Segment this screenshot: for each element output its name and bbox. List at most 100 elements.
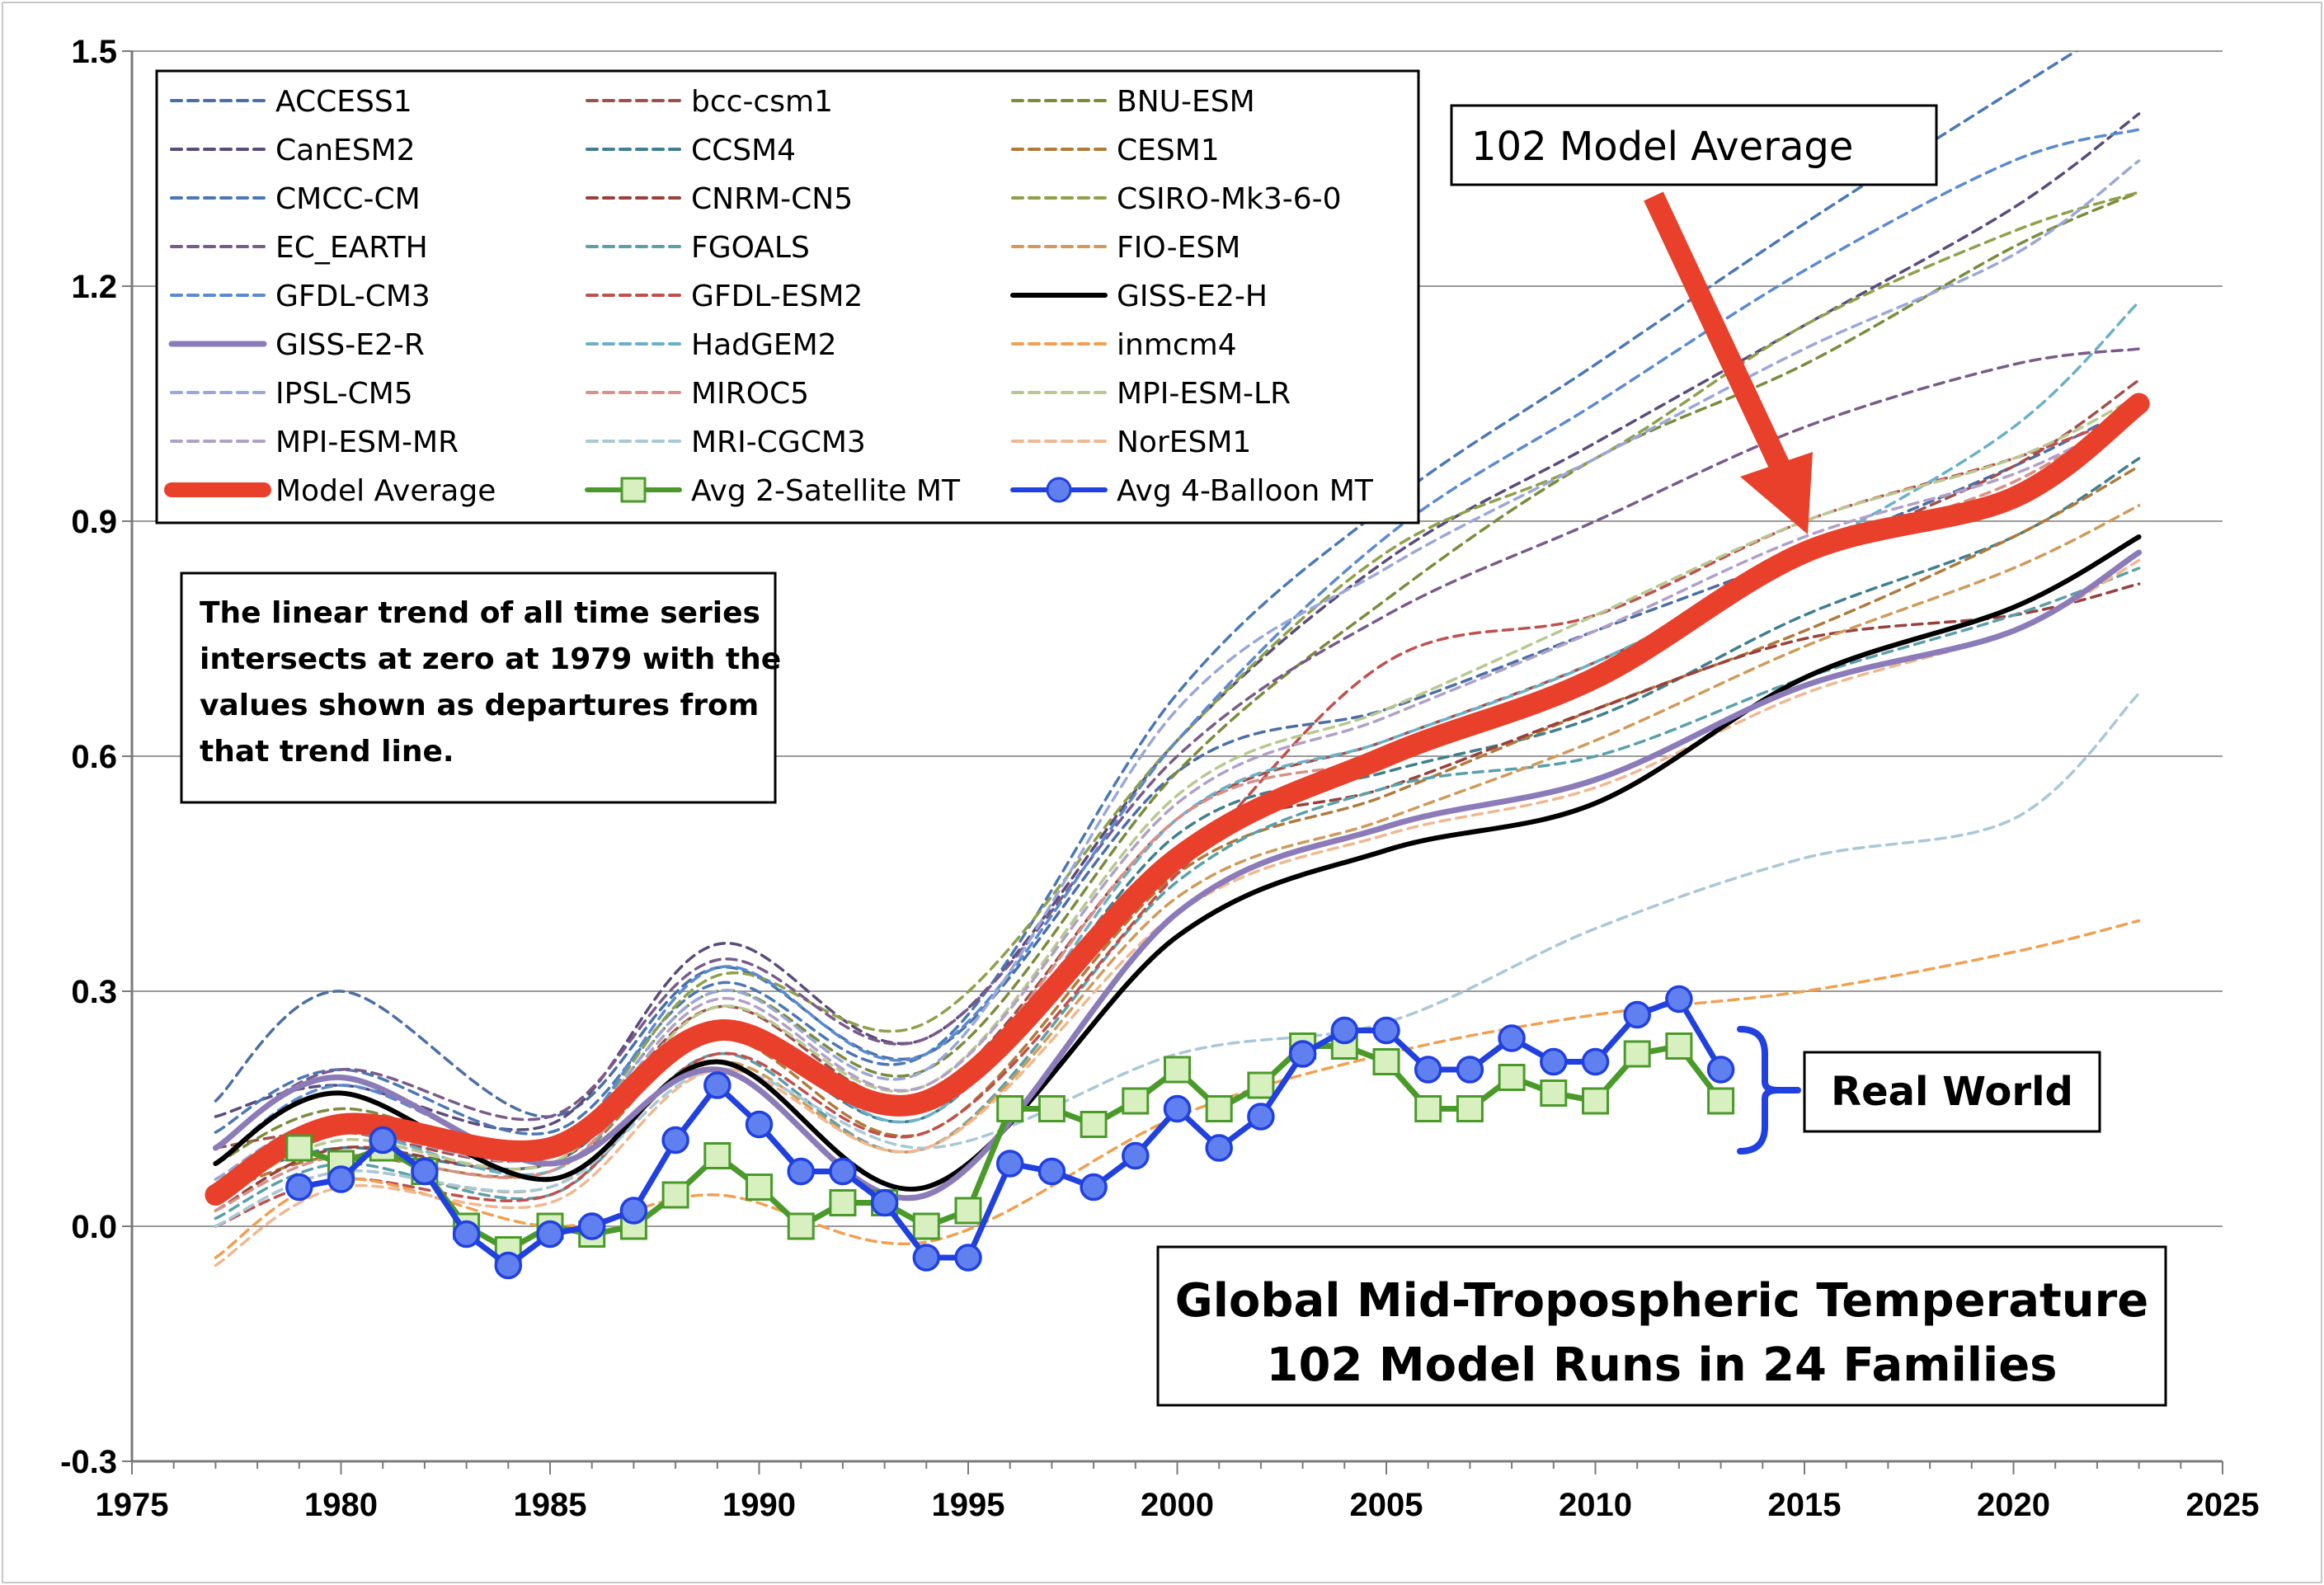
legend-label-giss-e2-r: GISS-E2-R (275, 328, 425, 362)
legend-label-bnu-esm: BNU-ESM (1117, 85, 1255, 119)
legend-label-gfdl-esm2: GFDL-ESM2 (691, 280, 863, 313)
legend-label-avg-2-satellite-mt: Avg 2-Satellite MT (691, 474, 961, 508)
series-layer (205, 51, 2150, 1268)
real-world-box (1803, 1051, 2101, 1133)
note-box (180, 571, 777, 804)
y-tick-label: 0.9 (71, 504, 117, 540)
legend-label-cesm1: CESM1 (1117, 134, 1220, 167)
note-text-line: that trend line. (200, 735, 454, 769)
series-line-ec-earth (214, 347, 2141, 1150)
data-point-avg-4-balloon-mt (1205, 1134, 1233, 1162)
legend-label-noresm1: NorESM1 (1117, 426, 1251, 459)
data-point-avg-2-satellite-mt (1414, 1095, 1442, 1122)
data-point-avg-4-balloon-mt (703, 1071, 732, 1099)
data-point-avg-4-balloon-mt (1122, 1141, 1150, 1170)
data-point-avg-4-balloon-mt (1540, 1047, 1568, 1076)
legend: ACCESS1 bcc-csm1 BNU-ESM CanESM2 CCSM4 CESM1 C… (155, 69, 1420, 524)
data-point-avg-2-satellite-mt (1665, 1032, 1693, 1060)
legend-label-model-average: Model Average (275, 474, 496, 508)
legend-box (155, 69, 1420, 524)
data-point-avg-4-balloon-mt (1581, 1047, 1610, 1076)
data-point-avg-4-balloon-mt (912, 1244, 941, 1272)
legend-marker-avg-2-satellite-mt (620, 477, 647, 503)
legend-label-ec-earth: EC_EARTH (275, 231, 428, 265)
chart-title: Global Mid-Tropospheric Temperature (1175, 1274, 2148, 1328)
legend-label-ccsm4: CCSM4 (691, 134, 796, 167)
data-point-avg-4-balloon-mt (285, 1173, 313, 1202)
legend-label-bcc-csm1: bcc-csm1 (691, 85, 833, 119)
legend-label-miroc5: MIROC5 (691, 377, 809, 411)
x-tick-label: 1980 (304, 1487, 378, 1523)
red-arrow-shaft (1644, 191, 1795, 483)
data-point-avg-4-balloon-mt (327, 1165, 355, 1193)
data-point-avg-4-balloon-mt (1414, 1056, 1442, 1084)
data-point-avg-2-satellite-mt (1456, 1095, 1484, 1122)
legend-label-inmcm4: inmcm4 (1117, 328, 1237, 362)
data-point-avg-2-satellite-mt (1247, 1071, 1275, 1099)
chart-subtitle: 102 Model Runs in 24 Families (1266, 1338, 2057, 1392)
annotations: The linear trend of all time series inter… (180, 104, 2167, 1407)
series-line-inmcm4 (214, 919, 2141, 1259)
note-text-line: intersects at zero at 1979 with the (200, 642, 781, 676)
x-tick-label: 2010 (1559, 1487, 1632, 1523)
data-point-avg-2-satellite-mt (954, 1197, 982, 1225)
y-tick-label: 0.6 (71, 739, 117, 775)
data-point-avg-4-balloon-mt (1372, 1016, 1400, 1045)
data-point-avg-2-satellite-mt (746, 1173, 773, 1201)
legend-label-canesm2: CanESM2 (275, 134, 416, 167)
data-point-avg-2-satellite-mt (1372, 1048, 1400, 1075)
x-tick-label: 2015 (1768, 1487, 1842, 1523)
data-point-avg-2-satellite-mt (1498, 1064, 1526, 1091)
real-world-bracket (1737, 1026, 1779, 1155)
legend-label-cmcc-cm: CMCC-CM (275, 182, 421, 216)
data-point-avg-4-balloon-mt (995, 1150, 1024, 1178)
legend-label-access1: ACCESS1 (275, 85, 412, 119)
data-point-avg-4-balloon-mt (1706, 1056, 1735, 1084)
legend-label-avg-4-balloon-mt: Avg 4-Balloon MT (1117, 474, 1374, 508)
data-point-avg-4-balloon-mt (1623, 1000, 1651, 1029)
data-point-avg-2-satellite-mt (1080, 1111, 1108, 1138)
red-arrow-head (1740, 452, 1813, 534)
data-point-avg-4-balloon-mt (787, 1157, 815, 1186)
data-point-avg-2-satellite-mt (996, 1095, 1024, 1122)
series-line-noresm1 (214, 558, 2141, 1268)
data-point-avg-2-satellite-mt (1122, 1087, 1150, 1115)
model-average-box (1450, 104, 1938, 186)
x-tick-label: 2000 (1141, 1487, 1214, 1523)
data-point-avg-2-satellite-mt (1540, 1079, 1568, 1107)
data-point-avg-4-balloon-mt (1037, 1157, 1066, 1186)
data-point-avg-4-balloon-mt (954, 1244, 982, 1272)
data-point-avg-2-satellite-mt (787, 1212, 815, 1240)
legend-label-cnrm-cn5: CNRM-CN5 (691, 182, 853, 216)
data-point-avg-4-balloon-mt (619, 1197, 648, 1225)
legend-label-mri-cgcm3: MRI-CGCM3 (691, 426, 866, 459)
data-point-avg-4-balloon-mt (452, 1220, 481, 1249)
legend-label-ipsl-cm5: IPSL-CM5 (275, 377, 413, 411)
data-point-avg-4-balloon-mt (745, 1110, 774, 1139)
x-tick-label: 1995 (932, 1487, 1005, 1523)
data-point-avg-2-satellite-mt (1205, 1095, 1233, 1122)
model-average-label: 102 Model Average (1471, 124, 1853, 170)
data-point-avg-2-satellite-mt (1707, 1087, 1735, 1115)
data-point-avg-2-satellite-mt (703, 1142, 732, 1169)
data-point-avg-4-balloon-mt (1163, 1094, 1192, 1123)
data-point-avg-4-balloon-mt (1288, 1040, 1317, 1068)
data-point-avg-2-satellite-mt (912, 1212, 940, 1240)
data-point-avg-2-satellite-mt (285, 1134, 313, 1162)
data-point-avg-4-balloon-mt (369, 1126, 397, 1155)
real-world-label: Real World (1831, 1069, 2073, 1115)
y-tick-label: 0.3 (71, 974, 117, 1010)
series-line-mri-cgcm3 (214, 692, 2141, 1228)
note-text-line: values shown as departures from (200, 689, 759, 722)
data-point-avg-4-balloon-mt (870, 1188, 899, 1217)
legend-label-hadgem2: HadGEM2 (691, 328, 837, 362)
data-point-avg-4-balloon-mt (661, 1126, 689, 1155)
data-point-avg-2-satellite-mt (661, 1181, 689, 1209)
data-point-avg-4-balloon-mt (494, 1251, 523, 1280)
data-point-avg-4-balloon-mt (1456, 1056, 1484, 1084)
legend-label-csiro-mk3-6-0: CSIRO-Mk3-6-0 (1117, 182, 1342, 216)
data-point-avg-4-balloon-mt (577, 1212, 606, 1240)
